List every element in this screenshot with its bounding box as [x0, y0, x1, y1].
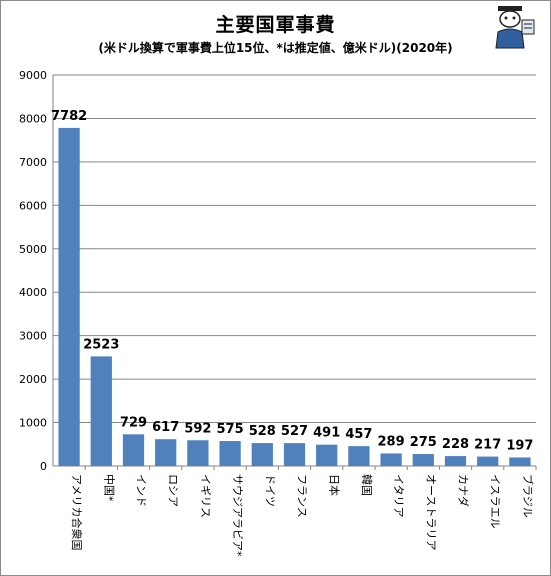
y-tick-label: 4000: [19, 286, 47, 299]
chart-title: 主要国軍事費: [215, 14, 336, 36]
category-label: ブラジル: [521, 474, 535, 518]
bar: [316, 444, 338, 466]
bar: [477, 456, 499, 466]
y-tick-label: 9000: [19, 69, 47, 82]
data-label: 217: [474, 438, 501, 453]
category-label: サウジアラビア*: [231, 474, 244, 557]
category-labels: アメリカ合衆国 中国* インド ロシア イギリス サウジアラビア* ドイツ フランス 日本 韓国イ…: [70, 474, 535, 557]
bar: [58, 127, 80, 466]
chart-subtitle: (米ドル換算で軍事費上位15位、*は推定値、億米ドル)(2020年): [98, 41, 453, 55]
data-label: 528: [249, 424, 276, 439]
category-label: オーストラリア: [424, 474, 437, 550]
category-label: イタリア: [392, 474, 405, 518]
bar: [509, 457, 531, 466]
data-label: 289: [378, 434, 405, 449]
data-label: 575: [217, 422, 244, 437]
y-tick-label: 0: [40, 460, 47, 473]
category-label: 中国*: [102, 474, 115, 502]
y-tick-label: 1000: [19, 417, 47, 430]
data-label: 491: [313, 426, 340, 441]
y-tick-label: 5000: [19, 243, 47, 256]
axes: [52, 75, 537, 470]
bar: [90, 356, 112, 466]
category-label: 韓国: [360, 474, 373, 496]
bar: [219, 441, 241, 466]
category-label: フランス: [296, 474, 309, 518]
bar: [251, 443, 273, 466]
y-tick-label: 7000: [19, 156, 47, 169]
y-tick-label: 8000: [19, 112, 47, 125]
mascot-cat-icon: [495, 6, 535, 49]
bar: [155, 439, 177, 466]
data-label: 275: [410, 435, 437, 450]
data-label: 592: [184, 421, 211, 436]
bar: [283, 443, 306, 466]
y-tick-labels: 0 1000 2000 3000 4000 5000 6000 7000 8000 9000: [19, 69, 47, 473]
category-label: イギリス: [199, 474, 212, 518]
bar: [380, 453, 402, 466]
y-tick-label: 6000: [19, 199, 47, 212]
bar: [348, 446, 370, 466]
data-label: 2523: [83, 337, 119, 352]
bar: [444, 456, 467, 466]
data-label: 617: [152, 420, 179, 435]
category-label: ロシア: [167, 474, 180, 507]
data-label: 7782: [51, 109, 87, 124]
category-label: カナダ: [457, 474, 471, 507]
y-tick-label: 2000: [19, 373, 47, 386]
category-label: 日本: [328, 474, 342, 496]
category-label: ドイツ: [263, 474, 276, 507]
category-label: イスラエル: [489, 474, 502, 529]
bar: [187, 440, 209, 466]
data-labels: 7782 2523 729 617 592 575 528 527 491 457 289 275 22…: [51, 109, 533, 454]
category-label: アメリカ合衆国: [70, 474, 84, 550]
data-label: 228: [442, 437, 469, 452]
data-label: 457: [345, 427, 372, 442]
category-label: インド: [135, 474, 148, 507]
bar: [122, 434, 145, 466]
gridlines: [53, 74, 536, 424]
bar: [412, 454, 434, 466]
data-label: 527: [281, 424, 308, 439]
bars: [58, 127, 531, 466]
data-label: 729: [120, 415, 147, 430]
data-label: 197: [506, 438, 533, 453]
y-tick-label: 3000: [19, 330, 47, 343]
